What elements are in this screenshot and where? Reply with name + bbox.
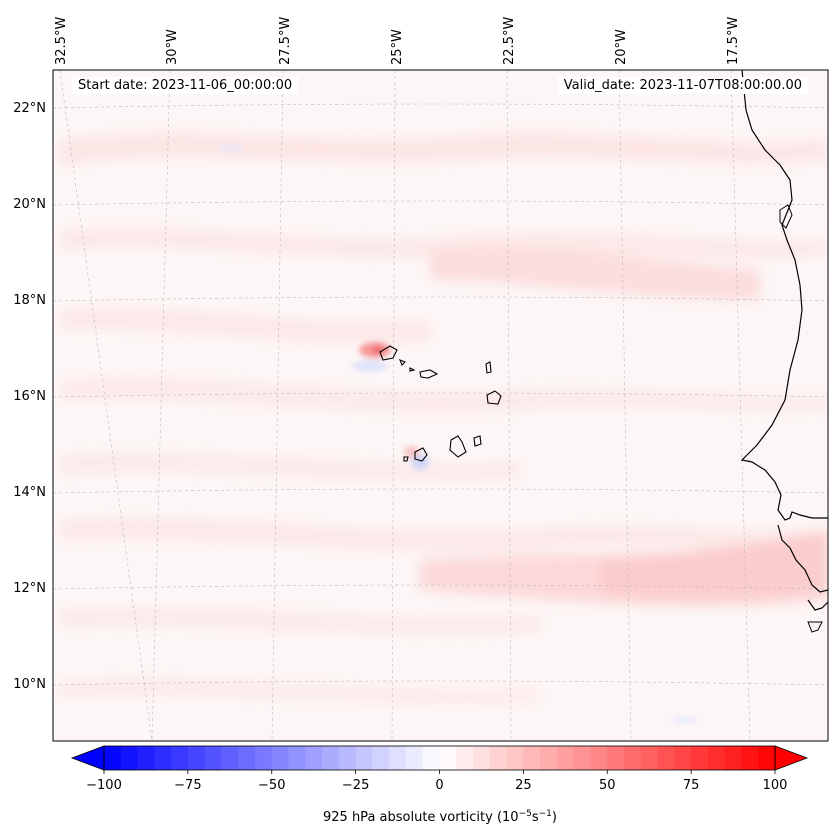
colorbar-min-arrow <box>70 745 105 771</box>
lat-label: 22°N <box>13 101 46 116</box>
colorbar-blocks <box>104 746 776 770</box>
colorbar-block <box>540 746 558 770</box>
colorbar-block <box>758 746 776 770</box>
colorbar-block <box>489 746 508 770</box>
colorbar-tick-label: −50 <box>258 778 285 793</box>
colorbar-tick-label: −100 <box>86 778 122 793</box>
lon-label: 27.5°W <box>278 17 293 65</box>
colorbar-block <box>523 746 541 770</box>
vorticity-field <box>53 70 828 741</box>
colorbar-block <box>154 746 172 770</box>
colorbar-block <box>288 746 306 770</box>
colorbar-block <box>657 746 675 770</box>
colorbar-label: 925 hPa absolute vorticity (10−5s−1) <box>323 809 557 825</box>
colorbar-block <box>556 746 575 770</box>
valid-date-label: Valid_date: 2023-11-07T08:00:00.00 <box>557 77 808 94</box>
colorbar-block <box>707 746 726 770</box>
colorbar-block <box>389 746 407 770</box>
colorbar-block <box>221 746 239 770</box>
lat-label: 16°N <box>13 389 46 404</box>
lat-label: 10°N <box>13 677 46 692</box>
lat-label: 12°N <box>13 581 46 596</box>
lon-label: 20°W <box>614 29 629 65</box>
colorbar-block <box>624 746 642 770</box>
colorbar-block <box>422 746 441 770</box>
colorbar-block <box>120 746 139 770</box>
cape-verde-islands <box>379 345 502 462</box>
colorbar-block <box>137 746 155 770</box>
colorbar-max-arrow <box>774 745 809 771</box>
colorbar-block <box>338 746 357 770</box>
colorbar-block <box>238 746 256 770</box>
colorbar-block <box>439 746 457 770</box>
colorbar-block <box>640 746 659 770</box>
longitude-labels: 32.5°W 30°W 27.5°W 25°W 22.5°W 20°W 17.5… <box>54 17 741 65</box>
colorbar-tick-label: −25 <box>342 778 369 793</box>
lon-label: 17.5°W <box>726 17 741 65</box>
lon-label: 30°W <box>165 29 180 65</box>
colorbar-block <box>271 746 290 770</box>
colorbar-block <box>456 746 474 770</box>
colorbar-block <box>204 746 223 770</box>
lon-label: 22.5°W <box>502 17 517 65</box>
colorbar-block <box>506 746 524 770</box>
lat-label: 20°N <box>13 197 46 212</box>
lat-label: 14°N <box>13 485 46 500</box>
colorbar-tick-label: 100 <box>763 778 788 793</box>
colorbar-block <box>171 746 189 770</box>
colorbar-block <box>322 746 340 770</box>
graticule <box>53 70 828 741</box>
colorbar-ticks: −100 −75 −50 −25 0 25 50 75 100 <box>86 770 787 793</box>
lat-label: 18°N <box>13 293 46 308</box>
colorbar-block <box>372 746 390 770</box>
colorbar-tick-label: 25 <box>515 778 532 793</box>
lon-label: 32.5°W <box>54 17 69 65</box>
colorbar-block <box>187 746 206 770</box>
colorbar-block <box>741 746 759 770</box>
colorbar-tick-label: 75 <box>683 778 700 793</box>
colorbar-tick-label: −75 <box>174 778 201 793</box>
colorbar-block <box>573 746 592 770</box>
colorbar-tick-label: 0 <box>435 778 443 793</box>
colorbar-block <box>674 746 692 770</box>
latitude-labels: 22°N 20°N 18°N 16°N 14°N 12°N 10°N <box>13 101 46 692</box>
colorbar-tick-label: 50 <box>599 778 616 793</box>
africa-coastline <box>740 70 828 521</box>
colorbar-block <box>405 746 424 770</box>
colorbar-block <box>305 746 323 770</box>
colorbar-block <box>691 746 709 770</box>
colorbar-block <box>473 746 491 770</box>
colorbar-block <box>355 746 374 770</box>
start-date-label: Start date: 2023-11-06_00:00:00 <box>72 77 299 94</box>
colorbar-block <box>590 746 608 770</box>
map-frame <box>52 69 829 742</box>
colorbar-block <box>607 746 625 770</box>
colorbar-block <box>254 746 273 770</box>
colorbar: −100 −75 −50 −25 0 25 50 75 100 925 hPa absolute… <box>70 745 809 825</box>
lon-label: 25°W <box>390 29 405 65</box>
colorbar-block <box>104 746 122 770</box>
colorbar-block <box>724 746 743 770</box>
